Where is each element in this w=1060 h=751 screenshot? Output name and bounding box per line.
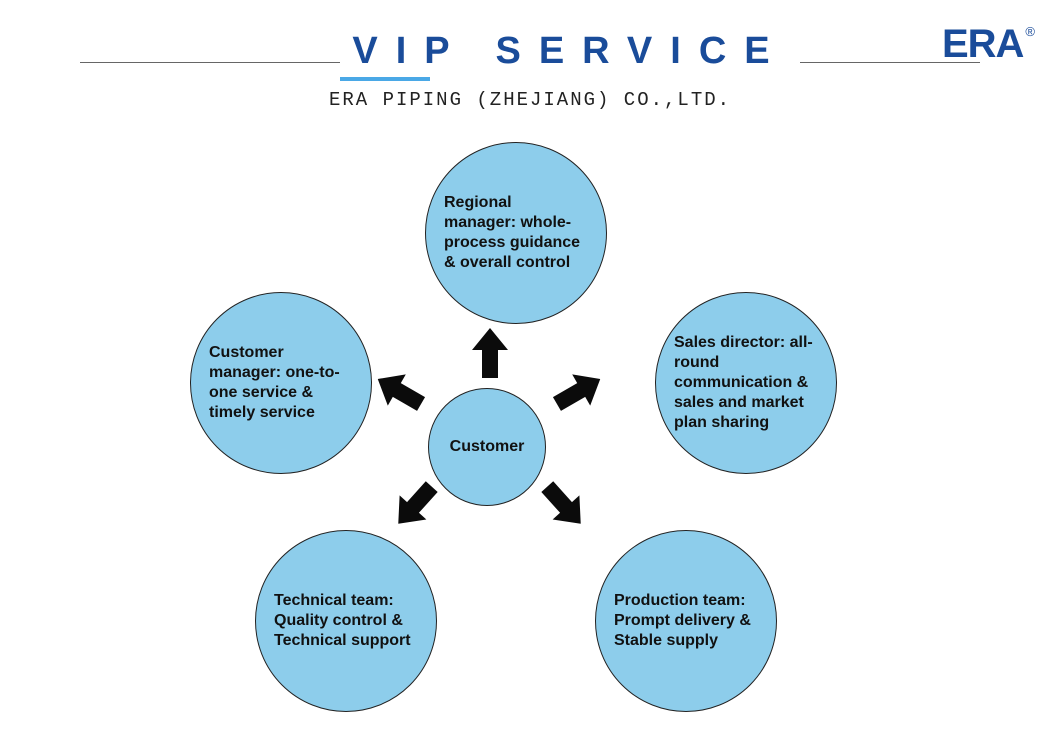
node-regional: Regional manager: whole-process guidance… [425, 142, 607, 324]
center-label: Customer [450, 437, 525, 457]
node-sales: Sales director: all-round communication … [655, 292, 837, 474]
node-customer-manager: Customer manager: one-to-one service & t… [190, 292, 372, 474]
node-technical: Technical team: Quality control & Techni… [255, 530, 437, 712]
arrow-icon [468, 328, 512, 384]
diagram-canvas: Regional manager: whole-process guidance… [0, 120, 1060, 740]
title-row: VIP SERVICE [0, 30, 1060, 73]
subtitle: ERA PIPING (ZHEJIANG) CO.,LTD. [0, 89, 1060, 111]
node-label: Customer manager: one-to-one service & t… [209, 343, 353, 423]
registered-icon: ® [1025, 24, 1034, 39]
logo-text: ERA [942, 22, 1023, 66]
brand-logo: ERA® [942, 22, 1032, 67]
arrow-icon [527, 467, 597, 538]
page-title: VIP SERVICE [352, 30, 787, 73]
title-accent [340, 77, 430, 81]
node-production: Production team: Prompt delivery & Stabl… [595, 530, 777, 712]
node-label: Production team: Prompt delivery & Stabl… [614, 591, 758, 651]
rule-left [80, 62, 340, 63]
node-label: Technical team: Quality control & Techni… [274, 591, 418, 651]
node-label: Regional manager: whole-process guidance… [444, 193, 588, 273]
arrow-icon [541, 360, 611, 426]
node-center: Customer [428, 388, 546, 506]
node-label: Sales director: all-round communication … [674, 333, 818, 433]
header: VIP SERVICE ERA PIPING (ZHEJIANG) CO.,LT… [0, 0, 1060, 111]
arrow-icon [367, 360, 437, 426]
